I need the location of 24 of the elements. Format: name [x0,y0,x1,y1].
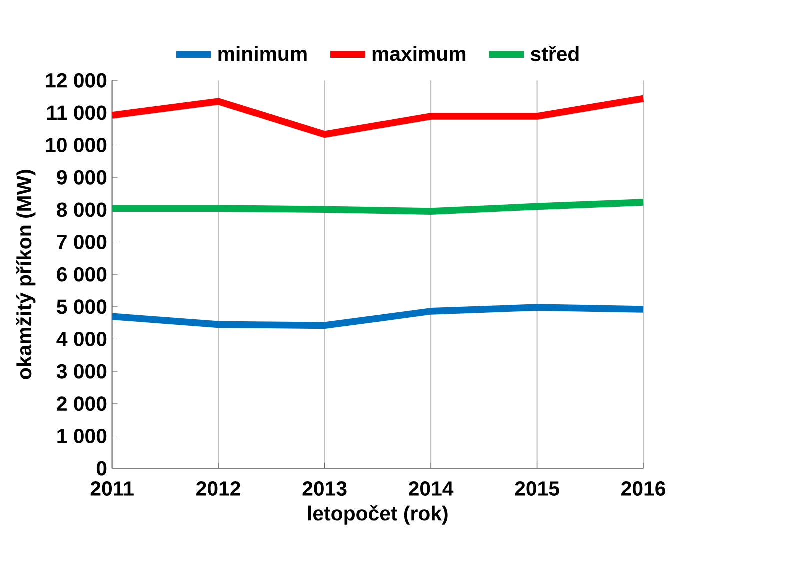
y-tick-label: 2 000 [57,396,107,411]
y-axis-title: okamžitý příkon (MW) [16,170,36,380]
legend-label: střed [530,46,579,62]
y-tick-label: 10 000 [46,138,107,152]
x-tick-label: 2016 [622,481,666,496]
y-tick-label: 5 000 [57,300,107,314]
y-tick-label: 12 000 [46,73,107,88]
y-tick-label: 7 000 [57,234,107,250]
y-tick-label: 9 000 [57,170,107,185]
x-tick-label: 2014 [409,481,454,496]
y-tick-label: 0 [96,461,107,476]
y-tick-label: 6 000 [57,267,107,282]
legend-label: maximum [372,46,466,62]
y-tick-label: 4 000 [56,332,107,346]
x-axis-title: letopočet (rok) [308,505,448,525]
x-tick-label: 2015 [515,481,560,496]
x-tick-label: 2013 [302,481,347,496]
x-tick-label: 2011 [90,481,134,496]
y-tick-label: 3 000 [56,364,107,379]
y-tick-label: 1 000 [58,428,107,444]
legend-label: minimum [218,46,307,62]
y-tick-label: 8 000 [57,202,107,218]
x-tick-label: 2012 [196,481,240,496]
y-tick-label: 11 000 [47,106,107,120]
